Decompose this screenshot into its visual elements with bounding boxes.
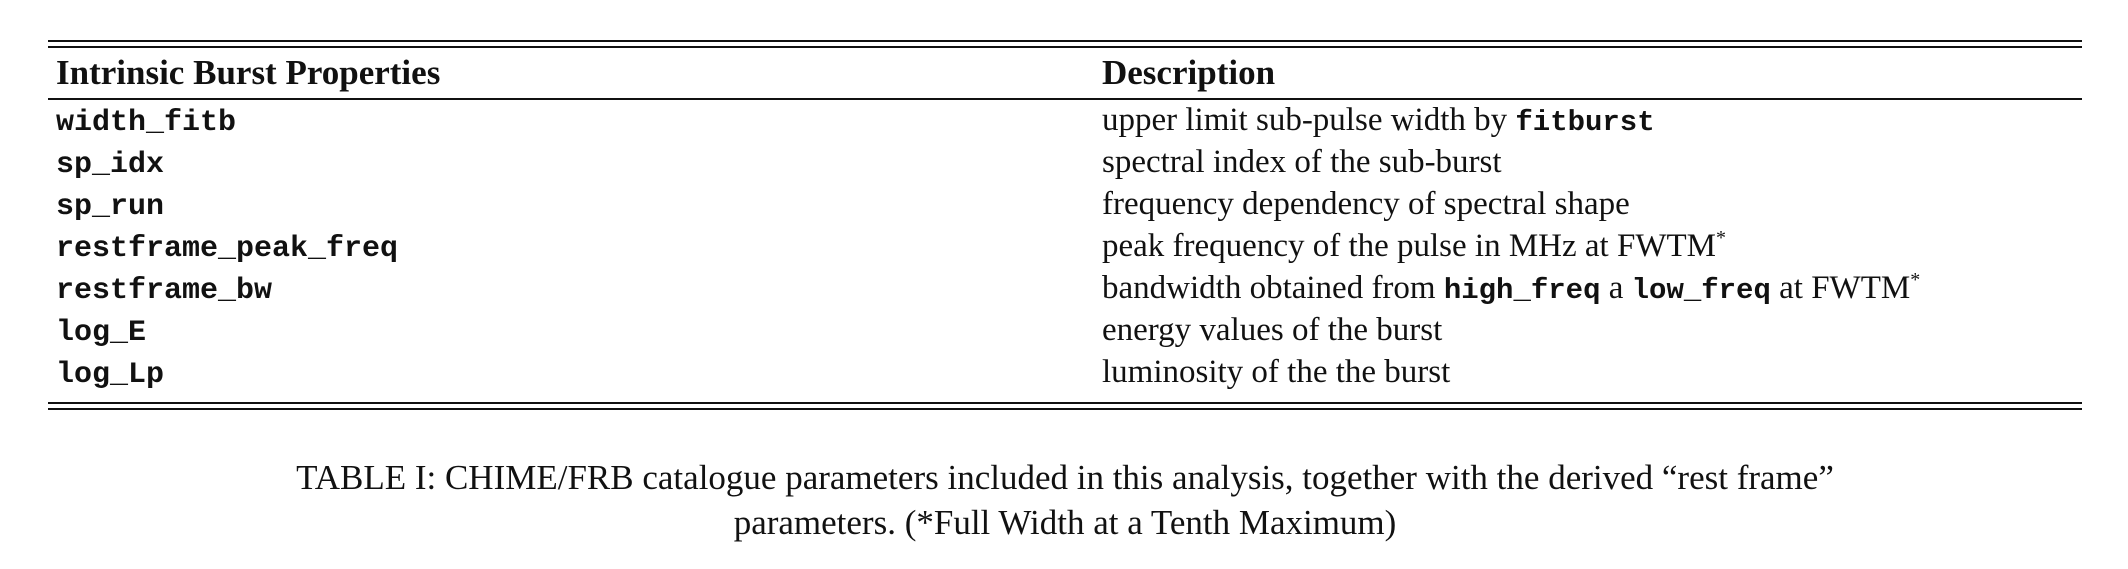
description-text: energy values of the burst xyxy=(1102,312,1443,348)
table-header-rule xyxy=(48,98,2082,100)
footnote-marker: * xyxy=(1910,269,1921,291)
description-text: upper limit sub-pulse width by xyxy=(1102,102,1516,138)
parameter-description: spectral index of the sub-burst xyxy=(1102,144,2082,181)
description-text: luminosity of the the burst xyxy=(1102,354,1451,390)
parameter-name: log_Lp xyxy=(56,358,165,392)
inline-code: high_freq xyxy=(1443,274,1601,307)
footnote-marker: * xyxy=(1715,227,1726,249)
description-text: bandwidth obtained from xyxy=(1102,270,1444,306)
description-text: peak frequency of the pulse in MHz at FW… xyxy=(1102,228,1716,264)
parameter-table: Intrinsic Burst Properties Description w… xyxy=(48,40,2082,410)
caption-line-1: TABLE I: CHIME/FRB catalogue parameters … xyxy=(296,458,1834,497)
table-row: width_fitb upper limit sub-pulse width by… xyxy=(48,102,2082,144)
table-row: log_E energy values of the burst xyxy=(48,312,2082,354)
description-text: a xyxy=(1600,270,1632,306)
parameter-description: upper limit sub-pulse width by fitburst xyxy=(1102,102,2082,139)
parameter-description: peak frequency of the pulse in MHz at FW… xyxy=(1102,228,2082,265)
parameter-name: restframe_peak_freq xyxy=(56,232,399,266)
description-text: frequency dependency of spectral shape xyxy=(1102,186,1630,222)
table-row: restframe_bw bandwidth obtained from high… xyxy=(48,270,2082,312)
parameter-description: frequency dependency of spectral shape xyxy=(1102,186,2082,223)
parameter-description: bandwidth obtained from high_freq a low_… xyxy=(1102,270,2082,307)
table-row: sp_run frequency dependency of spectral s… xyxy=(48,186,2082,228)
header-description: Description xyxy=(1102,53,1276,92)
inline-code: low_freq xyxy=(1631,274,1771,307)
description-text: spectral index of the sub-burst xyxy=(1102,144,1502,180)
parameter-name: width_fitb xyxy=(56,106,237,140)
parameter-name: sp_run xyxy=(56,190,165,224)
parameter-name: log_E xyxy=(56,316,147,350)
inline-code: fitburst xyxy=(1515,106,1655,139)
caption-line-2: parameters. (*Full Width at a Tenth Maxi… xyxy=(733,503,1397,542)
table-caption: TABLE I: CHIME/FRB catalogue parameters … xyxy=(80,455,2050,545)
table-header-row: Intrinsic Burst Properties Description xyxy=(48,48,2082,98)
parameter-name: sp_idx xyxy=(56,148,165,182)
table-row: log_Lp luminosity of the the burst xyxy=(48,354,2082,396)
table-row: restframe_peak_freq peak frequency of the… xyxy=(48,228,2082,270)
parameter-description: energy values of the burst xyxy=(1102,312,2082,349)
parameter-description: luminosity of the the burst xyxy=(1102,354,2082,391)
parameter-name: restframe_bw xyxy=(56,274,273,308)
description-text: at FWTM xyxy=(1770,270,1911,306)
header-intrinsic-burst-properties: Intrinsic Burst Properties xyxy=(56,53,441,92)
table-top-rule xyxy=(48,40,2082,48)
table-bottom-rule xyxy=(48,402,2082,410)
table-row: sp_idx spectral index of the sub-burst xyxy=(48,144,2082,186)
table-body: width_fitb upper limit sub-pulse width by… xyxy=(48,100,2082,402)
